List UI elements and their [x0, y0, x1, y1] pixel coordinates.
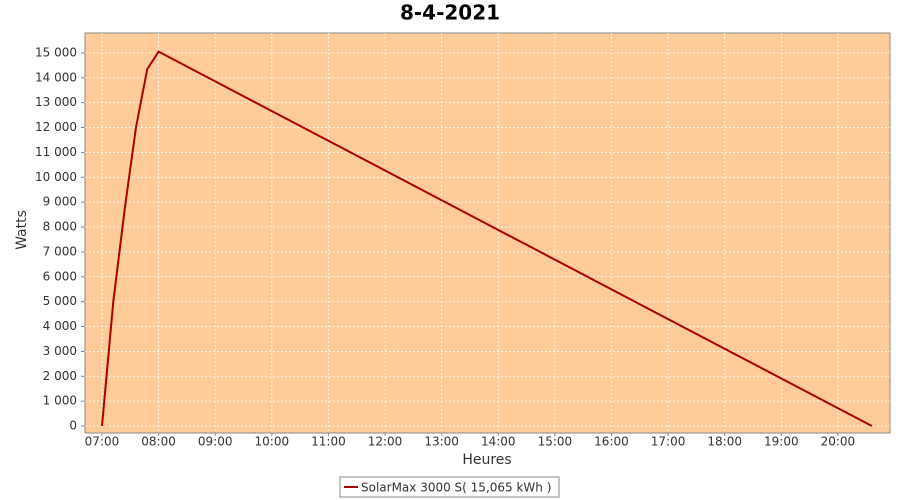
x-tick-label: 12:00 — [368, 435, 403, 449]
y-tick-label: 2 000 — [43, 369, 77, 383]
x-tick-label: 19:00 — [764, 435, 799, 449]
y-tick-label: 11 000 — [35, 145, 77, 159]
x-axis-label: Heures — [462, 452, 511, 468]
y-tick-label: 12 000 — [35, 120, 77, 134]
y-tick-label: 0 — [69, 419, 77, 433]
y-tick-label: 4 000 — [43, 319, 77, 333]
x-tick-label: 11:00 — [311, 435, 346, 449]
x-tick-label: 14:00 — [481, 435, 516, 449]
x-tick-label: 10:00 — [255, 435, 290, 449]
y-tick-label: 1 000 — [43, 394, 77, 408]
x-tick-label: 09:00 — [198, 435, 233, 449]
x-tick-label: 08:00 — [141, 435, 176, 449]
y-tick-label: 6 000 — [43, 269, 77, 283]
y-tick-label: 3 000 — [43, 344, 77, 358]
y-tick-label: 7 000 — [43, 244, 77, 258]
y-tick-label: 10 000 — [35, 170, 77, 184]
y-tick-label: 8 000 — [43, 220, 77, 234]
plot-area — [84, 32, 891, 434]
legend-label: SolarMax 3000 S( 15,065 kWh ) — [361, 481, 551, 495]
x-tick-label: 13:00 — [424, 435, 459, 449]
x-tick-label: 17:00 — [651, 435, 686, 449]
x-tick-label: 20:00 — [821, 435, 856, 449]
y-tick-label: 5 000 — [43, 294, 77, 308]
y-axis-label: Watts — [14, 210, 30, 250]
x-tick-label: 16:00 — [594, 435, 629, 449]
x-tick-label: 07:00 — [85, 435, 120, 449]
y-tick-label: 9 000 — [43, 195, 77, 209]
x-tick-label: 18:00 — [707, 435, 742, 449]
y-tick-label: 13 000 — [35, 95, 77, 109]
y-tick-label: 14 000 — [35, 70, 77, 84]
x-tick-label: 15:00 — [538, 435, 573, 449]
chart-title: 8-4-2021 — [400, 1, 500, 25]
legend-box — [339, 476, 560, 498]
y-tick-label: 15 000 — [35, 45, 77, 59]
series-line — [100, 50, 873, 427]
